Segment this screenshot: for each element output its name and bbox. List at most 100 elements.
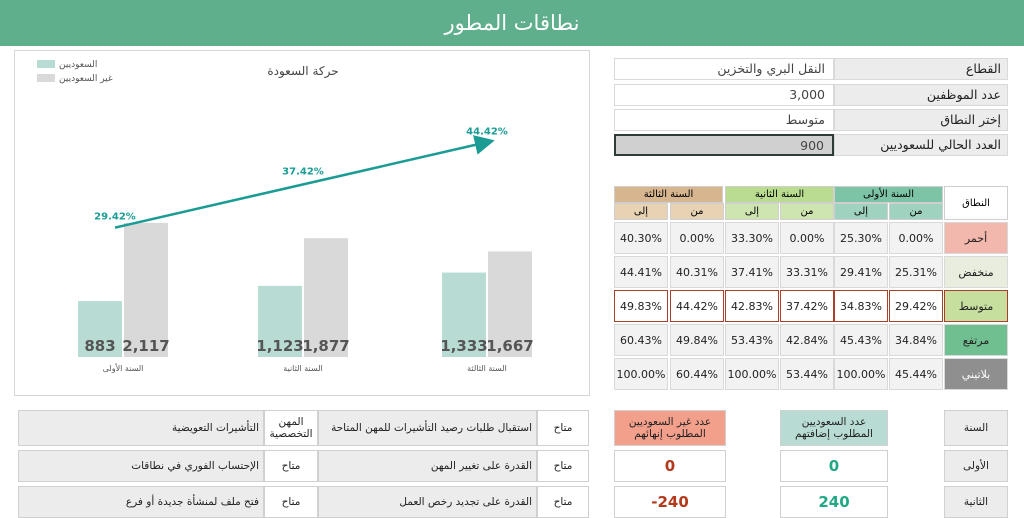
range-cell: 0.00% <box>670 222 724 254</box>
bar-value-label: 1,877 <box>302 337 349 355</box>
page-title: نطاقات المطور <box>0 0 1024 46</box>
bar-non-saudi <box>124 222 168 357</box>
service-status: متاح <box>537 450 589 482</box>
bar-value-label: 883 <box>84 337 115 355</box>
ranges-row-header: النطاق <box>944 186 1008 220</box>
bar-non-saudi <box>304 238 348 357</box>
bar-value-label: 1,333 <box>440 337 487 355</box>
chart-title: حركة السعودة <box>267 64 338 79</box>
service-label: استقبال طلبات رصيد التأشيرات للمهن المتا… <box>318 410 537 446</box>
sector-value[interactable]: النقل البري والتخزين <box>614 58 834 80</box>
range-cell: 53.44% <box>780 358 834 390</box>
service-label: فتح ملف لمنشأة جديدة أو فرع <box>18 486 264 518</box>
to-header: إلى <box>725 203 779 220</box>
service-status: متاح <box>537 486 589 518</box>
legend-label-non-saudi: غير السعوديين <box>59 74 113 84</box>
trend-arrow <box>114 135 495 229</box>
range-cell: 42.83% <box>725 290 779 322</box>
service-label: القدرة على تغيير المهن <box>318 450 537 482</box>
range-cell: 37.41% <box>725 256 779 288</box>
trend-label: 37.42% <box>282 166 324 177</box>
range-cell: 33.30% <box>725 222 779 254</box>
legend-label-saudi: السعوديين <box>59 60 97 70</box>
range-cell: 0.00% <box>780 222 834 254</box>
category-label: السنة الثانية <box>283 364 322 373</box>
range-name: منخفض <box>944 256 1008 288</box>
range-cell: 44.41% <box>614 256 668 288</box>
range-cell: 45.43% <box>834 324 888 356</box>
trend-label: 44.42% <box>466 127 508 138</box>
range-label: إختر النطاق <box>834 109 1008 131</box>
req-row-year: الأولى <box>944 450 1008 482</box>
range-cell: 100.00% <box>725 358 779 390</box>
range-cell: 37.42% <box>780 290 834 322</box>
range-cell: 44.42% <box>670 290 724 322</box>
service-status: متاح <box>264 450 318 482</box>
range-cell: 60.44% <box>670 358 724 390</box>
range-cell: 45.44% <box>889 358 943 390</box>
bar-non-saudi <box>488 251 532 357</box>
legend-swatch-saudi <box>37 60 55 68</box>
range-cell: 33.31% <box>780 256 834 288</box>
range-name: بلاتيني <box>944 358 1008 390</box>
legend-swatch-non-saudi <box>37 74 55 82</box>
service-label: التأشيرات التعويضية <box>18 410 264 446</box>
category-label: السنة الأولى <box>103 363 144 373</box>
from-header: من <box>780 203 834 220</box>
range-cell: 60.43% <box>614 324 668 356</box>
range-name: مرتفع <box>944 324 1008 356</box>
saudization-chart: حركة السعودة السعوديين غير السعوديين 883… <box>14 50 590 396</box>
range-cell: 29.41% <box>834 256 888 288</box>
range-name: متوسط <box>944 290 1008 322</box>
category-label: السنة الثالثة <box>467 364 507 373</box>
service-status: المهن التخصصية <box>264 410 318 446</box>
bar-saudi <box>442 272 486 357</box>
bar-saudi <box>258 285 302 357</box>
trend-label: 29.42% <box>94 212 136 223</box>
range-cell: 0.00% <box>889 222 943 254</box>
year-header: السنة الأولى <box>834 186 943 203</box>
req-add-header: عدد السعوديين المطلوب إضافتهم <box>780 410 888 446</box>
range-select[interactable]: متوسط <box>614 109 834 131</box>
from-header: من <box>670 203 724 220</box>
to-header: إلى <box>614 203 668 220</box>
bar-value-label: 1,123 <box>256 337 303 355</box>
to-header: إلى <box>834 203 888 220</box>
range-cell: 100.00% <box>614 358 668 390</box>
range-cell: 40.30% <box>614 222 668 254</box>
employees-label: عدد الموظفين <box>834 84 1008 106</box>
employees-value[interactable]: 3,000 <box>614 84 834 106</box>
sector-label: القطاع <box>834 58 1008 80</box>
service-status: متاح <box>537 410 589 446</box>
service-label: الإحتساب الفوري في نطاقات <box>18 450 264 482</box>
range-cell: 100.00% <box>834 358 888 390</box>
req-remove-header: عدد غير السعوديين المطلوب إنهائهم <box>614 410 726 446</box>
range-cell: 42.84% <box>780 324 834 356</box>
range-cell: 25.31% <box>889 256 943 288</box>
bar-value-label: 2,117 <box>122 337 169 355</box>
range-cell: 34.84% <box>889 324 943 356</box>
range-cell: 25.30% <box>834 222 888 254</box>
range-cell: 53.43% <box>725 324 779 356</box>
range-cell: 34.83% <box>834 290 888 322</box>
req-row-add: 240 <box>780 486 888 518</box>
current-saudi-value[interactable]: 900 <box>614 134 834 156</box>
req-row-add: 0 <box>780 450 888 482</box>
range-cell: 29.42% <box>889 290 943 322</box>
from-header: من <box>889 203 943 220</box>
req-year-header: السنة <box>944 410 1008 446</box>
service-status: متاح <box>264 486 318 518</box>
year-header: السنة الثانية <box>725 186 834 203</box>
req-row-remove: 0 <box>614 450 726 482</box>
range-cell: 49.84% <box>670 324 724 356</box>
chart-canvas: حركة السعودة السعوديين غير السعوديين 883… <box>37 60 534 373</box>
bar-saudi <box>78 301 122 357</box>
bar-value-label: 1,667 <box>486 337 533 355</box>
service-label: القدرة على تجديد رخص العمل <box>318 486 537 518</box>
range-name: أحمر <box>944 222 1008 254</box>
range-cell: 40.31% <box>670 256 724 288</box>
req-row-year: الثانية <box>944 486 1008 518</box>
range-cell: 49.83% <box>614 290 668 322</box>
current-saudi-label: العدد الحالي للسعوديين <box>834 134 1008 156</box>
year-header: السنة الثالثة <box>614 186 723 203</box>
